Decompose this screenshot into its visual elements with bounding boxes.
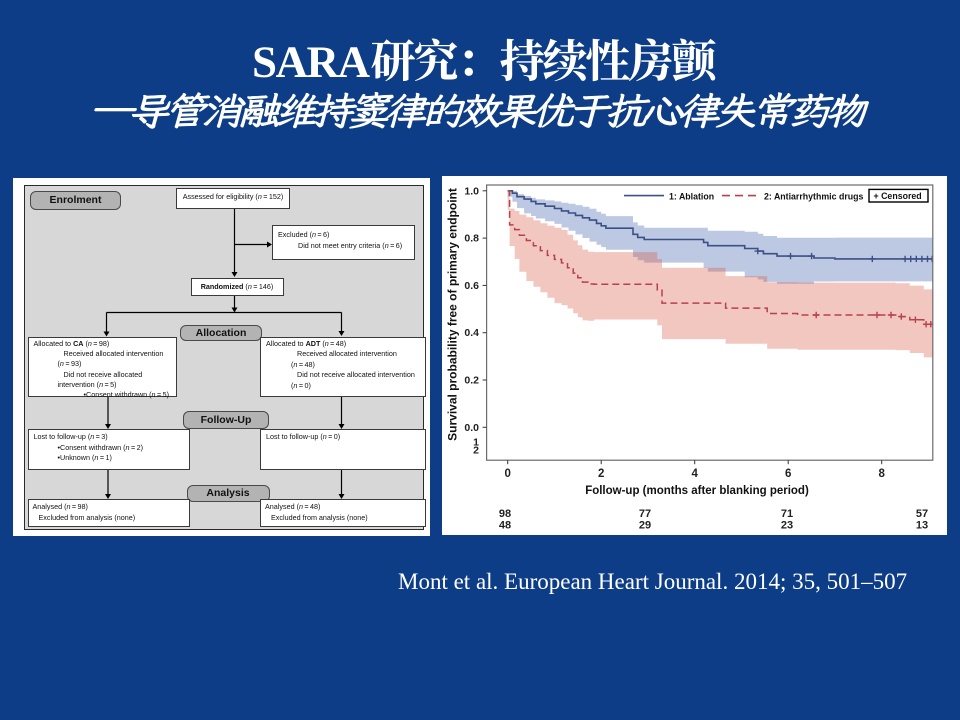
svg-text:1: 1 [473, 437, 479, 449]
svg-text:77: 77 [639, 508, 651, 520]
svg-text:6: 6 [785, 468, 791, 480]
svg-text:4: 4 [691, 468, 698, 480]
svg-text:23: 23 [781, 520, 793, 532]
svg-text:Survival probability free of p: Survival probability free of primary end… [446, 188, 460, 441]
svg-text:0.0: 0.0 [464, 422, 479, 434]
svg-text:57: 57 [916, 508, 928, 520]
svg-text:29: 29 [639, 520, 651, 532]
svg-text:0.4: 0.4 [464, 327, 479, 339]
svg-text:0.8: 0.8 [464, 233, 479, 245]
svg-text:2: 2 [473, 445, 479, 457]
svg-text:1: Ablation: 1: Ablation [669, 192, 714, 202]
svg-text:Follow-up (months after blanki: Follow-up (months after blanking period) [585, 485, 809, 497]
svg-text:2: 2 [598, 468, 604, 480]
svg-text:71: 71 [781, 508, 793, 520]
svg-text:0: 0 [504, 468, 510, 480]
svg-text:0.6: 0.6 [464, 280, 479, 292]
svg-text:1.0: 1.0 [464, 185, 479, 197]
svg-text:13: 13 [916, 520, 928, 532]
svg-text:2: Antiarrhythmic drugs: 2: Antiarrhythmic drugs [764, 192, 863, 202]
svg-text:0.2: 0.2 [464, 375, 479, 387]
svg-text:48: 48 [499, 520, 511, 532]
svg-text:+ Censored: + Censored [874, 191, 922, 201]
svg-text:98: 98 [499, 508, 511, 520]
svg-text:8: 8 [878, 468, 885, 480]
